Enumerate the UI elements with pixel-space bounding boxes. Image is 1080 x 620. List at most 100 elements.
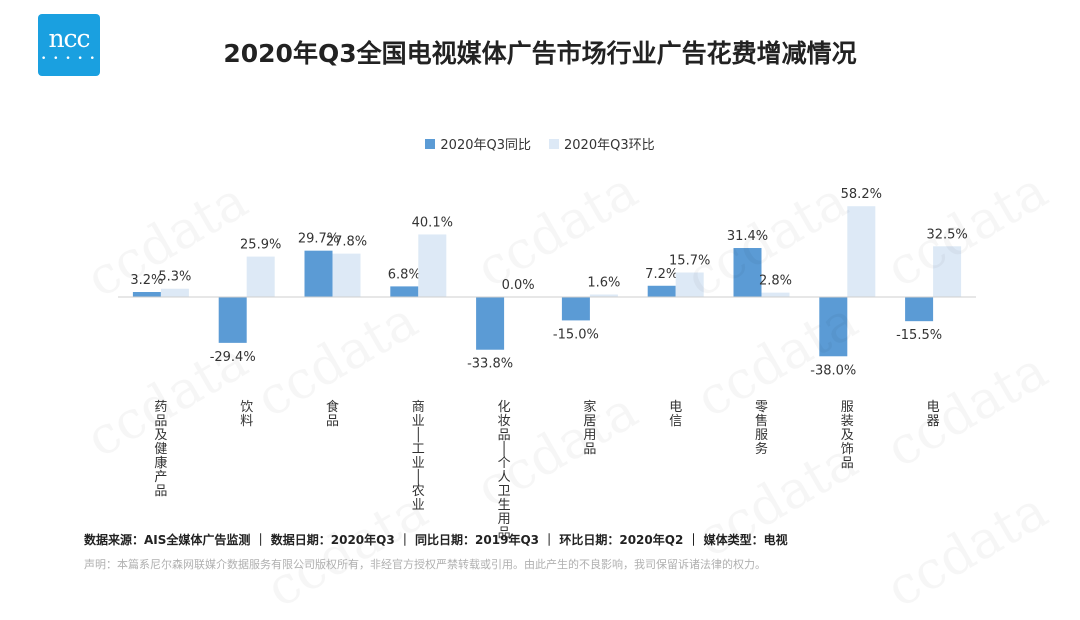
qoq-bar-2: [332, 253, 361, 297]
yoy-label-4: -33.8%: [467, 357, 513, 372]
category-char: 药: [154, 400, 167, 415]
category-char: 品: [326, 414, 339, 429]
chart-title: 2020年Q3全国电视媒体广告市场行业广告花费增减情况: [223, 39, 857, 68]
logo-dots: • • • • •: [41, 54, 97, 64]
disclaimer-note: 声明：本篇系尼尔森网联媒介数据服务有限公司版权所有，非经官方授权严禁转载或引用。…: [84, 558, 766, 571]
category-char: 饮: [240, 400, 253, 415]
category-char: 卫: [498, 484, 511, 499]
category-char: 品: [498, 428, 511, 443]
category-char: 及: [841, 428, 854, 443]
category-char: 装: [841, 414, 854, 429]
category-char: 品: [841, 456, 854, 471]
qoq-bar-0: [160, 288, 189, 297]
yoy-bar-0: [132, 292, 161, 297]
yoy-label-3: 6.8%: [388, 267, 421, 282]
qoq-bar-9: [933, 246, 962, 297]
qoq-label-4: 0.0%: [502, 278, 535, 293]
category-char: 化: [498, 400, 511, 415]
yoy-label-7: 31.4%: [727, 229, 768, 244]
category-char: 服: [841, 400, 854, 415]
yoy-bar-5: [561, 297, 590, 321]
category-char: 零: [755, 400, 768, 415]
category-char: 人: [498, 470, 511, 485]
category-char: 康: [154, 455, 167, 471]
qoq-label-3: 40.1%: [412, 215, 453, 230]
category-char: 售: [755, 413, 768, 429]
yoy-bar-8: [819, 297, 848, 357]
qoq-label-5: 1.6%: [587, 276, 620, 291]
category-char: 品: [583, 442, 596, 457]
legend-swatch-yoy: [425, 138, 436, 149]
legend-item-yoy: 2020年Q3同比: [425, 134, 531, 153]
yoy-label-9: -15.5%: [896, 328, 942, 343]
category-char: 妆: [498, 414, 511, 429]
category-char: 生: [498, 498, 511, 513]
qoq-label-9: 32.5%: [926, 227, 967, 242]
yoy-bar-1: [218, 297, 247, 343]
category-label-9: 电器: [927, 400, 940, 429]
category-char: │: [500, 440, 508, 457]
yoy-bar-6: [647, 285, 676, 297]
legend-item-qoq: 2020年Q3环比: [549, 134, 655, 153]
category-char: 服: [755, 428, 768, 443]
category-char: 及: [154, 428, 167, 443]
logo-text: ncc: [48, 24, 90, 53]
category-char: 品: [498, 526, 511, 541]
category-char: 个: [498, 456, 511, 471]
qoq-bar-6: [675, 272, 704, 297]
yoy-label-6: 7.2%: [645, 267, 678, 282]
category-char: 用: [583, 428, 596, 443]
category-char: 农: [412, 484, 425, 499]
category-char: 器: [927, 414, 940, 429]
yoy-bar-7: [733, 248, 762, 297]
category-label-4: 化妆品│个人卫生用品: [498, 400, 511, 541]
qoq-label-2: 27.8%: [326, 235, 367, 250]
qoq-label-0: 5.3%: [158, 270, 191, 285]
qoq-label-1: 25.9%: [240, 238, 281, 253]
category-label-1: 饮料: [240, 400, 253, 429]
chart-legend: 2020年Q3同比 2020年Q3环比: [0, 134, 1080, 153]
category-char: 家: [583, 399, 596, 415]
category-label-3: 商业│工业│农业: [412, 400, 425, 513]
category-char: 工: [412, 442, 425, 457]
category-label-7: 零售服务: [755, 400, 768, 457]
category-char: 信: [669, 414, 682, 429]
qoq-bar-5: [589, 294, 618, 297]
category-char: │: [414, 426, 422, 443]
qoq-bar-8: [847, 206, 876, 297]
yoy-bar-3: [390, 286, 419, 297]
category-label-5: 家居用品: [583, 399, 596, 457]
category-char: 居: [583, 414, 596, 429]
legend-label-yoy: 2020年Q3同比: [440, 138, 531, 153]
category-label-8: 服装及饰品: [841, 400, 854, 471]
category-char: 用: [498, 512, 511, 527]
yoy-label-8: -38.0%: [810, 363, 856, 378]
category-char: 电: [927, 400, 940, 415]
yoy-label-5: -15.0%: [553, 327, 599, 342]
data-source-note: 数据来源：AIS全媒体广告监测 ｜ 数据日期：2020年Q3 ｜ 同比日期：20…: [84, 533, 788, 547]
category-char: 食: [326, 399, 339, 415]
yoy-label-0: 3.2%: [130, 273, 163, 288]
qoq-bar-3: [418, 234, 447, 297]
category-char: 健: [154, 442, 167, 457]
category-char: 业: [412, 498, 425, 513]
yoy-bar-4: [476, 297, 505, 350]
category-label-2: 食品: [326, 399, 339, 429]
category-char: 务: [755, 441, 768, 457]
qoq-label-6: 15.7%: [669, 254, 710, 269]
yoy-bar-9: [905, 297, 934, 322]
yoy-bar-2: [304, 250, 333, 297]
legend-swatch-qoq: [549, 138, 559, 149]
category-char: 业: [412, 456, 425, 471]
category-char: 品: [154, 414, 167, 429]
category-char: 料: [240, 414, 253, 429]
category-char: 电: [669, 400, 682, 415]
category-label-0: 药品及健康产品: [154, 400, 167, 499]
category-char: 饰: [841, 442, 854, 457]
category-char: 业: [412, 414, 425, 429]
category-char: 品: [154, 484, 167, 499]
ncc-logo: ncc • • • • •: [38, 14, 100, 76]
yoy-label-1: -29.4%: [210, 350, 256, 365]
yoy-label-2: 29.7%: [298, 232, 339, 247]
